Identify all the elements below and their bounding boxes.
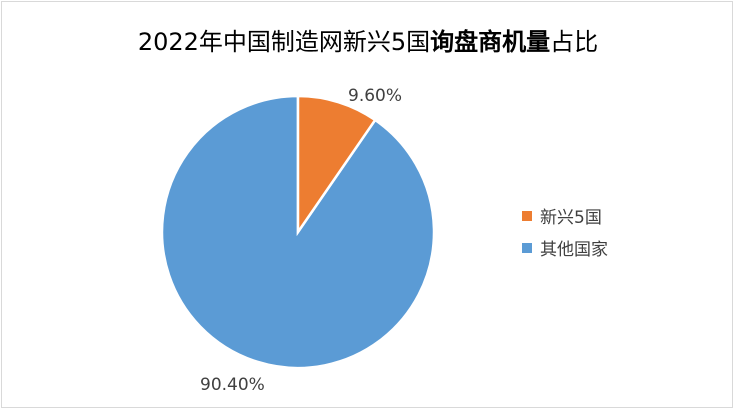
data-label-1: 90.40% (200, 375, 265, 395)
data-label-0: 9.60% (348, 86, 402, 106)
title-suffix: 占比 (550, 28, 599, 56)
title-bold: 询盘商机量 (430, 28, 551, 56)
pie-slice-0 (296, 94, 377, 237)
legend-item-0: 新兴5国 (522, 203, 602, 228)
legend-label: 其他国家 (540, 240, 608, 260)
legend-swatch (522, 242, 532, 253)
legend-swatch (522, 210, 532, 221)
legend-label: 新兴5国 (540, 208, 602, 228)
legend-item-1: 其他国家 (522, 235, 608, 260)
title-prefix: 2022年中国制造网新兴5国 (137, 28, 431, 56)
chart-title: 2022年中国制造网新兴5国询盘商机量占比 (0, 22, 736, 57)
